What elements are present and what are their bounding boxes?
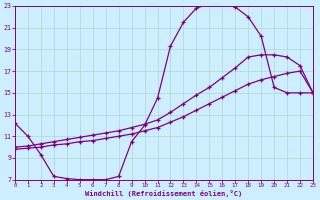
X-axis label: Windchill (Refroidissement éolien,°C): Windchill (Refroidissement éolien,°C): [85, 190, 243, 197]
